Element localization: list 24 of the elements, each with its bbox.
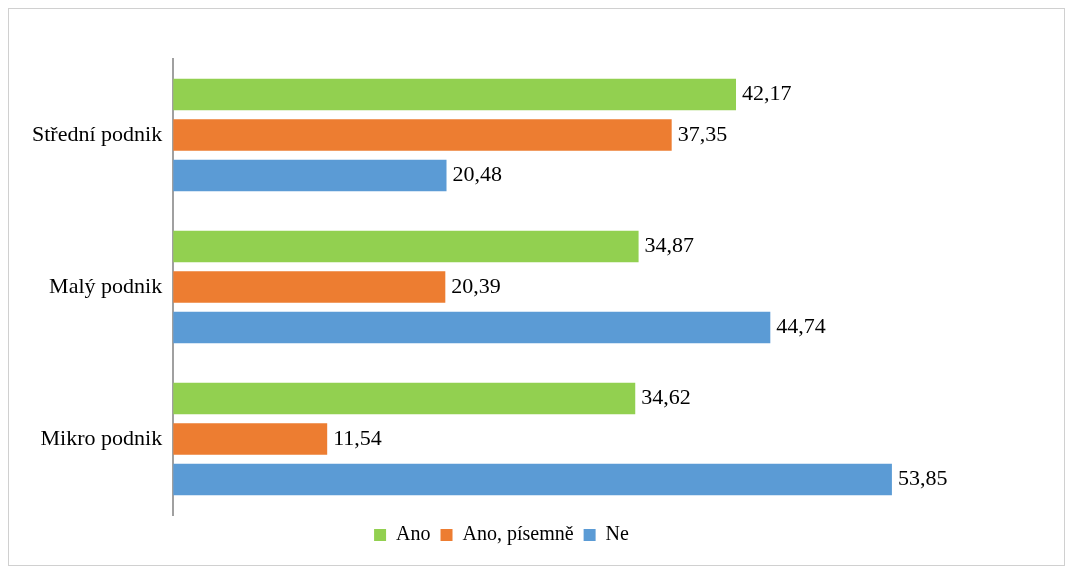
bar <box>173 463 892 496</box>
data-label: 53,85 <box>897 465 948 491</box>
y-tick-label: Mikro podnik <box>40 424 163 450</box>
data-label: 44,74 <box>776 313 826 339</box>
legend-label: Ne <box>605 522 630 545</box>
bar <box>173 271 446 303</box>
bar <box>173 119 672 151</box>
data-label: 37,35 <box>677 120 728 146</box>
bar <box>173 230 639 263</box>
bar <box>173 78 737 111</box>
bar <box>173 311 771 344</box>
legend-label: Ano <box>396 522 431 545</box>
data-label: 20,48 <box>452 161 503 187</box>
legend-label: Ano, písemně <box>462 522 574 546</box>
data-label: 11,54 <box>333 424 382 450</box>
data-label: 42,17 <box>742 80 792 106</box>
y-tick-label: Malý podnik <box>49 272 163 298</box>
bar <box>173 159 447 192</box>
bar <box>173 423 328 455</box>
data-label: 20,39 <box>451 272 501 298</box>
bar <box>173 382 636 415</box>
y-tick-label: Střední podnik <box>31 120 163 146</box>
data-label: 34,87 <box>644 232 695 258</box>
data-label: 34,62 <box>641 384 691 410</box>
